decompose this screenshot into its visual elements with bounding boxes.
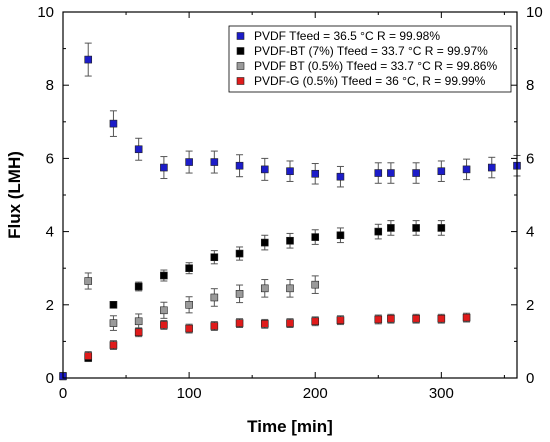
- data-point: [134, 317, 143, 326]
- data-point: [311, 280, 320, 289]
- y-tick-label: 8: [46, 77, 54, 94]
- data-point: [286, 236, 294, 245]
- data-point: [374, 227, 383, 236]
- data-point: [84, 55, 93, 64]
- x-tick-label: 300: [429, 385, 454, 402]
- data-point: [185, 300, 193, 309]
- data-point: [462, 313, 471, 322]
- data-point: [210, 322, 219, 330]
- data-point: [185, 158, 193, 166]
- legend-marker: [236, 47, 245, 55]
- y-tick-label: 0: [46, 370, 54, 387]
- data-point: [109, 119, 118, 128]
- y-tick-label-right: 2: [526, 297, 534, 314]
- data-point: [336, 231, 345, 240]
- data-point: [185, 324, 193, 333]
- y-tick-label-right: 4: [526, 224, 534, 241]
- y-tick-label-right: 10: [526, 4, 543, 21]
- data-point: [311, 233, 320, 241]
- data-point: [462, 165, 471, 174]
- legend-label: PVDF BT (0.5%) Tfeed = 33.7 °C R = 99.86…: [254, 59, 497, 73]
- legend-label: PVDF-G (0.5%) Tfeed = 36 °C, R = 99.99%: [254, 74, 486, 88]
- data-point: [260, 165, 269, 174]
- x-tick-label: 100: [177, 385, 202, 402]
- legend-marker: [236, 77, 245, 85]
- legend-marker: [236, 62, 245, 70]
- data-point: [387, 224, 395, 232]
- data-point: [336, 316, 345, 324]
- data-point: [286, 319, 294, 327]
- data-point: [134, 328, 143, 337]
- data-point: [210, 253, 219, 262]
- y-tick-label: 10: [37, 4, 54, 21]
- data-point: [260, 238, 269, 247]
- y-tick-label: 2: [46, 297, 54, 314]
- data-point: [210, 293, 219, 302]
- data-point: [160, 271, 168, 280]
- data-point: [437, 224, 446, 232]
- data-point: [374, 169, 383, 177]
- data-point: [336, 172, 345, 181]
- data-point: [134, 145, 143, 154]
- data-point: [160, 163, 168, 172]
- y-axis-title: Flux (LMH): [5, 151, 24, 239]
- data-point: [235, 249, 244, 258]
- x-tick-label: 200: [303, 385, 328, 402]
- data-point: [311, 169, 320, 178]
- y-tick-label-right: 8: [526, 77, 534, 94]
- data-point: [387, 314, 395, 323]
- plot-frame: [62, 11, 518, 379]
- legend-box: [228, 25, 512, 93]
- legend-marker: [236, 32, 245, 40]
- data-point: [235, 290, 244, 298]
- data-point: [160, 321, 168, 329]
- legend: PVDF Tfeed = 36.5 °C R = 99.98%PVDF-BT (…: [228, 25, 512, 93]
- data-point: [109, 300, 118, 309]
- data-point: [235, 319, 244, 327]
- data-point: [160, 306, 168, 315]
- data-point: [311, 317, 320, 326]
- data-point: [412, 224, 420, 232]
- data-point: [260, 320, 269, 328]
- y-tick-label: 4: [46, 224, 54, 241]
- data-point: [412, 314, 420, 323]
- data-point: [235, 161, 244, 170]
- data-point: [84, 277, 93, 285]
- y-tick-label-right: 0: [526, 370, 534, 387]
- data-point: [286, 284, 294, 293]
- point-layer: [59, 55, 521, 380]
- data-point: [487, 163, 496, 172]
- data-point: [412, 169, 420, 177]
- data-point: [437, 167, 446, 176]
- legend-label: PVDF-BT (7%) Tfeed = 33.7 °C R = 99.97%: [254, 44, 488, 58]
- data-point: [374, 315, 383, 324]
- data-point: [260, 284, 269, 293]
- x-axis-title: Time [min]: [247, 417, 333, 436]
- data-point: [134, 282, 143, 291]
- data-point: [109, 319, 118, 327]
- legend-label: PVDF Tfeed = 36.5 °C R = 99.98%: [254, 29, 440, 43]
- errorbar-layer: [59, 42, 521, 381]
- data-point: [210, 158, 219, 166]
- data-point: [84, 352, 93, 360]
- data-point: [286, 167, 294, 176]
- data-point: [437, 314, 446, 323]
- data-point: [185, 264, 193, 273]
- data-point: [109, 341, 118, 349]
- x-tick-label: 0: [59, 385, 67, 402]
- data-point: [387, 169, 395, 177]
- y-tick-label: 6: [46, 150, 54, 167]
- y-tick-label-right: 6: [526, 150, 534, 167]
